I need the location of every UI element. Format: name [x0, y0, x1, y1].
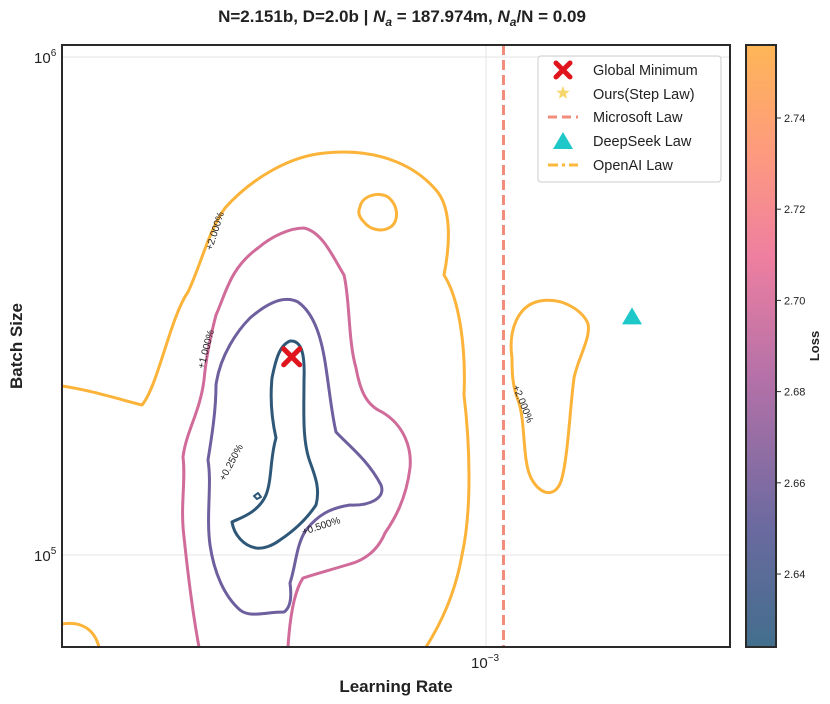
legend-label-deepseek-law: DeepSeek Law	[593, 134, 692, 150]
colorbar: 2.64 2.66 2.68 2.70 2.72 2.74 Loss	[745, 44, 822, 648]
legend-swatch-step-law	[556, 86, 570, 99]
legend-swatch-global-minimum	[553, 60, 573, 80]
legend-label-step-law: Ours(Step Law)	[593, 87, 695, 103]
contour-line-2pct-right-island	[509, 298, 590, 495]
contour-line-2pct-bottom-left	[62, 621, 101, 647]
contour-line-1pct	[181, 226, 412, 647]
contour-label-1pct: +1.000%	[196, 329, 217, 370]
contour-line-0p25pct-dot	[253, 492, 262, 500]
legend-box	[537, 55, 722, 183]
chart-title: N=2.151b, D=2.0b | Na = 187.974m, Na/N =…	[218, 7, 586, 29]
colorbar-label: Loss	[807, 331, 822, 361]
colorbar-ticks: 2.64 2.66 2.68 2.70 2.72 2.74	[776, 113, 805, 581]
contour-line-2pct-outer	[62, 150, 471, 647]
plot-frame	[61, 44, 731, 648]
x-axis-label: Learning Rate	[339, 677, 452, 696]
legend: Global Minimum Ours(Step Law) Microsoft …	[537, 55, 722, 183]
contour-label-2pct-right: +2.000%	[510, 384, 535, 425]
contour-line-0p5pct	[206, 297, 384, 616]
contour-label-2pct-left: +2.000%	[204, 211, 227, 252]
x-tick-label-1e-3: 10−3	[471, 653, 500, 672]
colorbar-tick-label: 2.72	[784, 204, 805, 216]
y-tick-label-1e5: 105	[34, 546, 57, 565]
global-minimum-stroke-b	[281, 346, 303, 368]
colorbar-tick-label: 2.66	[784, 478, 805, 490]
colorbar-tick-label: 2.70	[784, 295, 805, 307]
colorbar-tick-label: 2.74	[784, 113, 805, 125]
deepseek-law-marker	[622, 307, 643, 325]
global-minimum-marker	[281, 346, 303, 368]
contour-labels: +2.000% +1.000% +0.500% +0.250% +2.000%	[196, 211, 535, 538]
legend-label-global-minimum: Global Minimum	[593, 63, 698, 79]
contour-line-2pct-inner-island	[357, 192, 398, 232]
colorbar-tick-label: 2.64	[784, 569, 805, 581]
colorbar-gradient	[745, 44, 777, 648]
colorbar-tick-label: 2.68	[784, 387, 805, 399]
y-axis-label: Batch Size	[7, 303, 26, 389]
legend-label-openai-law: OpenAI Law	[593, 158, 673, 174]
legend-label-microsoft-law: Microsoft Law	[593, 110, 683, 126]
y-tick-label-1e6: 106	[34, 48, 57, 67]
legend-swatch-deepseek-law	[553, 132, 573, 149]
contour-label-0p25pct: +0.250%	[218, 443, 246, 483]
contour-line-0p25pct	[230, 339, 320, 550]
